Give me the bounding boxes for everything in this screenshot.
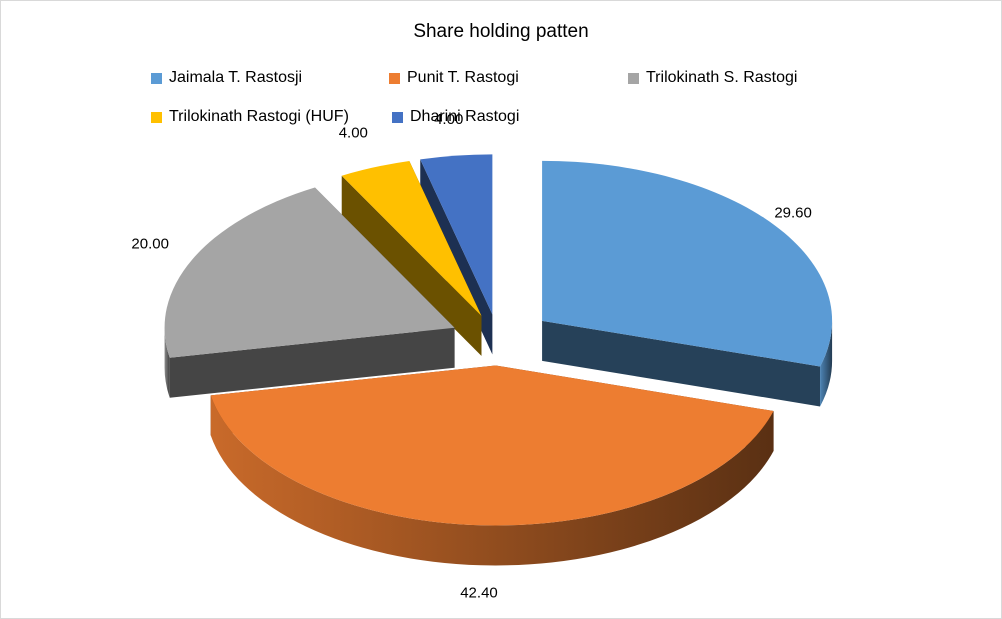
pie-side-wall-trilokinath-rastogi-huf-0 [341, 175, 482, 356]
legend-item-punit: Punit T. Rastogi [389, 69, 519, 87]
legend-label-punit: Punit T. Rastogi [407, 69, 519, 86]
data-label-jaimala-t-rastosji: 29.60 [774, 205, 812, 222]
legend-item-dharini: Dharini Rastogi [392, 108, 519, 126]
legend-item-jaimala: Jaimala T. Rastosji [151, 69, 302, 87]
pie-side-wall-trilokinath-s-rastogi-0 [169, 327, 455, 398]
data-label-trilokinath-s-rastogi: 20.00 [131, 236, 169, 253]
legend-label-trilokinath-huf: Trilokinath Rastogi (HUF) [169, 108, 349, 125]
legend-label-dharini: Dharini Rastogi [410, 108, 520, 125]
pie-data-labels: 29.60 42.40 20.00 4.00 4.00 [131, 111, 811, 602]
data-label-trilokinath-rastogi-huf: 4.00 [339, 124, 368, 141]
legend-swatch-trilokinath-huf [151, 111, 162, 123]
legend-swatch-dharini [392, 111, 403, 123]
legend-swatch-punit [389, 72, 400, 84]
pie-outer-wall-punit-t-rastogi [210, 395, 774, 566]
pie-outer-wall-jaimala-t-rastosji [820, 320, 833, 407]
data-label-dharini-rastogi: 4.00 [434, 111, 463, 128]
pie-slice-jaimala-t-rastosji [542, 160, 833, 367]
pie-slices [164, 154, 833, 566]
data-label-punit-t-rastogi: 42.40 [460, 585, 498, 602]
legend-item-trilokinath-s: Trilokinath S. Rastogi [628, 69, 797, 87]
chart-title: Share holding patten [413, 21, 589, 42]
legend-swatch-jaimala [151, 72, 162, 84]
pie-slice-dharini-rastogi [420, 154, 493, 315]
legend-swatch-trilokinath-s [628, 72, 639, 84]
pie-slice-trilokinath-rastogi-huf [341, 160, 482, 316]
pie-outer-wall-trilokinath-s-rastogi [164, 327, 170, 398]
legend-label-trilokinath-s: Trilokinath S. Rastogi [646, 69, 798, 86]
pie-side-wall-jaimala-t-rastosji-1 [542, 320, 821, 407]
legend-item-trilokinath-huf: Trilokinath Rastogi (HUF) [151, 108, 349, 126]
pie-slice-trilokinath-s-rastogi [164, 187, 455, 358]
pie-slice-punit-t-rastogi [210, 365, 774, 526]
legend-label-jaimala: Jaimala T. Rastosji [169, 69, 303, 86]
